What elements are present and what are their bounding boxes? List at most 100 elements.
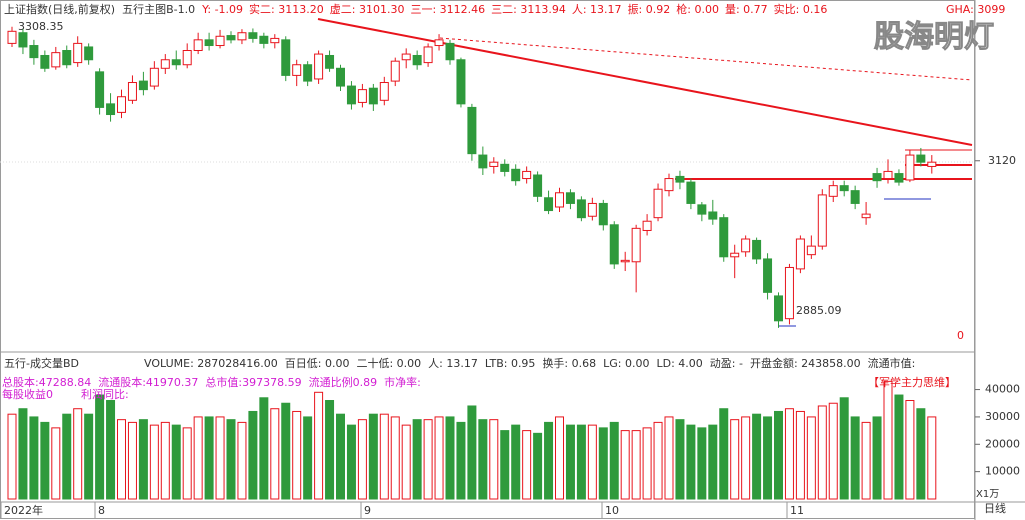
volume-bar: 五行-成交量BD VOLUME: 287028416.00 百日低: 0.00 二十…	[4, 357, 915, 371]
candle-body	[555, 192, 564, 208]
candle-body	[905, 154, 915, 181]
v-tick-label: 10000	[985, 465, 1020, 478]
volume-bar	[631, 430, 641, 500]
candle-body	[40, 54, 50, 69]
volume-bar	[850, 416, 860, 500]
watermark: 股海明灯	[874, 20, 994, 55]
volume-bar	[84, 413, 94, 500]
info: 每股收益0	[2, 388, 53, 401]
volume-bar	[390, 416, 400, 500]
volume-bar	[40, 421, 50, 500]
volume-bar	[401, 424, 411, 500]
candle-body	[664, 178, 674, 192]
stat: 动盈: -	[709, 357, 743, 370]
volume-bar	[565, 424, 575, 500]
candle-body	[620, 259, 630, 263]
stat: 人: 13.17	[571, 3, 622, 16]
candle-body	[850, 190, 860, 204]
candle-body	[795, 238, 805, 270]
candle-body	[861, 213, 871, 219]
volume-bar	[489, 419, 499, 500]
candle-body	[336, 67, 345, 87]
stat: VOLUME: 287028416.00	[144, 357, 278, 370]
candle-body	[478, 154, 488, 169]
candle-body	[806, 245, 816, 256]
candle-body	[456, 59, 466, 105]
volume-bar	[905, 400, 915, 500]
volume-bar	[752, 413, 762, 500]
volume-bar	[916, 408, 926, 500]
info: 流通股本:41970.37	[98, 376, 199, 389]
volume-bar	[281, 402, 291, 500]
indicator[interactable]: 五行主图B-1.0	[122, 3, 196, 16]
volume-bar	[259, 397, 269, 500]
candle-body	[259, 35, 269, 44]
v-tick-label: 40000	[985, 383, 1020, 396]
volume-bar	[357, 419, 367, 500]
volume-bar	[95, 394, 105, 500]
candle-body	[741, 238, 751, 253]
volume-bar	[894, 394, 904, 500]
candle-body	[248, 32, 258, 39]
volume-bar	[456, 421, 466, 500]
volume-bar	[226, 419, 236, 500]
info: 市净率:	[384, 376, 421, 389]
zero-label: 0	[957, 329, 964, 342]
info-line: 总股本:47288.84 流通股本:41970.37 总市值:397378.59 流通…	[2, 376, 421, 390]
volume-bar	[642, 427, 652, 500]
volume-stats: VOLUME: 287028416.00 百日低: 0.00 二十低: 0.00 人:…	[144, 357, 915, 371]
volume-bar	[467, 405, 477, 500]
candle-body	[171, 59, 181, 66]
candle-body	[292, 64, 302, 76]
candle-body	[401, 53, 411, 61]
volume-bar	[182, 427, 192, 500]
volume-bar	[368, 413, 378, 500]
candle-body	[872, 173, 882, 182]
stat: 虚二: 3101.30	[329, 3, 405, 16]
volume-bar	[817, 405, 827, 500]
volume-bar	[18, 408, 28, 500]
candle-body	[489, 161, 499, 167]
candle-body	[357, 89, 367, 103]
candle-body	[784, 266, 794, 320]
volume-bar	[784, 408, 794, 500]
candle-body	[204, 39, 214, 47]
v-tick-label: 20000	[985, 437, 1020, 450]
volume-bar	[193, 416, 203, 500]
candle-body	[697, 204, 707, 215]
stat: 振: 0.92	[627, 3, 671, 16]
volume-bar	[237, 421, 247, 500]
period[interactable]: 日线	[984, 502, 1006, 515]
volume-bar	[861, 421, 871, 500]
volume-bar	[730, 419, 740, 500]
volume-bar	[576, 424, 586, 500]
volume-title[interactable]: 五行-成交量BD	[4, 357, 79, 370]
candle-body	[817, 194, 827, 247]
volume-bar	[883, 380, 893, 500]
candle-body	[565, 192, 575, 204]
volume-bar	[686, 424, 696, 500]
stat: 百日低: 0.00	[284, 357, 350, 370]
stat: 开盘金额: 243858.00	[749, 357, 861, 370]
volume-bar	[806, 416, 816, 500]
candle-body	[215, 35, 225, 47]
candle-body	[149, 67, 159, 87]
volume-bar	[117, 419, 126, 500]
stats: Y: -1.09 实二: 3113.20 虚二: 3101.30 三一: 3112.4…	[202, 3, 827, 17]
candle-body	[303, 64, 313, 82]
volume-bar	[555, 416, 564, 500]
volume-bar	[664, 416, 674, 500]
candle-body	[106, 103, 116, 116]
candle-body	[62, 50, 72, 66]
volume-bar	[719, 408, 729, 500]
volume-bar	[741, 416, 751, 500]
volume-bar	[171, 424, 181, 500]
volume-bar	[828, 402, 838, 500]
gha: GHA: 3099	[946, 3, 1006, 16]
volume-bar	[445, 416, 455, 500]
candle-body	[390, 60, 400, 82]
volume-bar	[587, 424, 597, 500]
info: 流通比例0.89	[308, 376, 378, 389]
